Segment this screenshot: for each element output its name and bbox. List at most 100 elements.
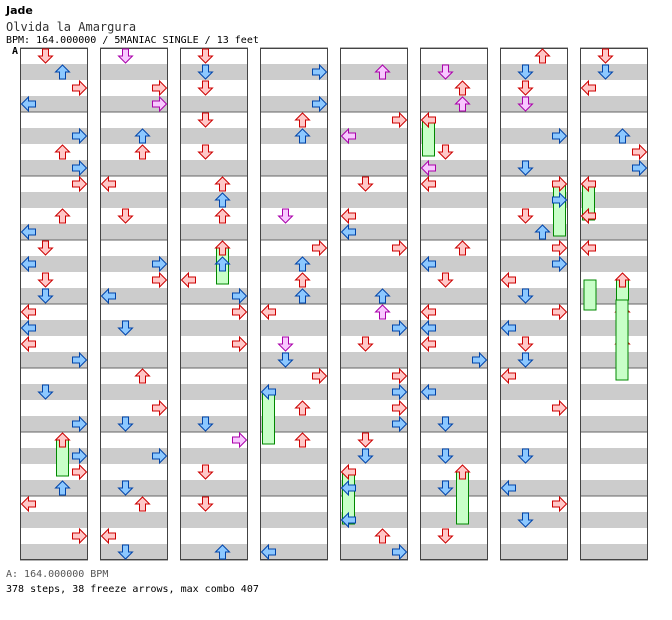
arrow-down-icon	[437, 480, 454, 496]
arrow-right-icon	[312, 367, 328, 385]
arrow-right-icon	[72, 127, 88, 145]
arrow-left-icon	[340, 207, 356, 225]
arrow-left-icon	[180, 271, 196, 289]
arrow-right-icon	[552, 127, 568, 145]
arrow-right-icon	[152, 399, 168, 417]
arrow-up-icon	[454, 464, 471, 480]
arrow-right-icon	[552, 399, 568, 417]
arrow-right-icon	[72, 527, 88, 545]
arrow-down-icon	[197, 144, 214, 160]
song-meta: BPM: 164.000000 / 5MANIAC SINGLE / 13 fe…	[6, 35, 259, 46]
arrow-down-icon	[517, 288, 534, 304]
song-artist: Jade	[6, 4, 33, 17]
arrow-right-icon	[152, 79, 168, 97]
arrow-right-icon	[392, 543, 408, 561]
arrow-left-icon	[20, 319, 36, 337]
arrow-down-icon	[117, 48, 134, 64]
arrow-down-icon	[197, 496, 214, 512]
arrow-down-icon	[437, 272, 454, 288]
arrow-left-icon	[500, 367, 516, 385]
arrow-up-icon	[54, 480, 71, 496]
arrow-down-icon	[277, 336, 294, 352]
arrow-right-icon	[232, 287, 248, 305]
arrow-down-icon	[277, 208, 294, 224]
arrow-left-icon	[420, 159, 436, 177]
arrow-up-icon	[534, 224, 551, 240]
arrow-up-icon	[294, 128, 311, 144]
arrow-right-icon	[552, 495, 568, 513]
arrow-down-icon	[597, 64, 614, 80]
arrow-right-icon	[392, 367, 408, 385]
arrow-left-icon	[20, 223, 36, 241]
arrow-up-icon	[374, 64, 391, 80]
arrow-down-icon	[37, 272, 54, 288]
arrow-up-icon	[134, 128, 151, 144]
arrow-right-icon	[312, 239, 328, 257]
arrow-right-icon	[72, 447, 88, 465]
arrow-left-icon	[580, 79, 596, 97]
arrow-down-icon	[197, 80, 214, 96]
arrow-right-icon	[72, 415, 88, 433]
arrow-down-icon	[437, 448, 454, 464]
freeze-arrow	[583, 279, 597, 311]
arrow-right-icon	[392, 399, 408, 417]
arrow-down-icon	[357, 336, 374, 352]
arrow-down-icon	[517, 512, 534, 528]
arrow-right-icon	[392, 111, 408, 129]
arrow-left-icon	[340, 463, 356, 481]
arrow-left-icon	[420, 319, 436, 337]
arrow-right-icon	[552, 191, 568, 209]
arrow-down-icon	[437, 416, 454, 432]
arrow-left-icon	[340, 127, 356, 145]
arrow-right-icon	[472, 351, 488, 369]
arrow-down-icon	[197, 464, 214, 480]
arrow-right-icon	[632, 143, 648, 161]
arrow-right-icon	[72, 463, 88, 481]
arrow-left-icon	[580, 207, 596, 225]
arrow-right-icon	[392, 319, 408, 337]
arrow-up-icon	[294, 112, 311, 128]
arrow-left-icon	[420, 383, 436, 401]
arrow-left-icon	[100, 175, 116, 193]
arrow-right-icon	[552, 175, 568, 193]
arrow-down-icon	[117, 480, 134, 496]
arrow-up-icon	[294, 256, 311, 272]
arrow-left-icon	[20, 95, 36, 113]
arrow-right-icon	[552, 239, 568, 257]
arrow-left-icon	[260, 303, 276, 321]
arrow-down-icon	[517, 448, 534, 464]
arrow-down-icon	[517, 160, 534, 176]
arrow-right-icon	[232, 431, 248, 449]
footer-bpm: A: 164.000000 BPM	[6, 569, 109, 580]
arrow-right-icon	[72, 79, 88, 97]
arrow-down-icon	[37, 288, 54, 304]
arrow-up-icon	[614, 272, 631, 288]
arrow-down-icon	[117, 208, 134, 224]
arrow-right-icon	[312, 63, 328, 81]
footer-stats: 378 steps, 38 freeze arrows, max combo 4…	[6, 584, 259, 595]
arrow-up-icon	[614, 128, 631, 144]
arrow-up-icon	[294, 432, 311, 448]
arrow-right-icon	[552, 303, 568, 321]
arrow-right-icon	[632, 159, 648, 177]
bpm-marker: A	[12, 46, 19, 57]
freeze-arrow	[456, 471, 469, 525]
arrow-down-icon	[197, 416, 214, 432]
arrow-up-icon	[454, 96, 471, 112]
arrow-left-icon	[20, 255, 36, 273]
arrow-left-icon	[420, 111, 436, 129]
arrow-up-icon	[534, 48, 551, 64]
arrow-down-icon	[37, 240, 54, 256]
arrow-up-icon	[454, 80, 471, 96]
arrow-down-icon	[37, 384, 54, 400]
arrow-up-icon	[294, 400, 311, 416]
arrow-up-icon	[214, 176, 231, 192]
arrow-right-icon	[72, 175, 88, 193]
arrow-down-icon	[517, 336, 534, 352]
arrow-up-icon	[214, 256, 231, 272]
arrow-up-icon	[54, 208, 71, 224]
arrow-down-icon	[437, 64, 454, 80]
arrow-right-icon	[152, 255, 168, 273]
arrow-up-icon	[454, 240, 471, 256]
arrow-left-icon	[20, 495, 36, 513]
